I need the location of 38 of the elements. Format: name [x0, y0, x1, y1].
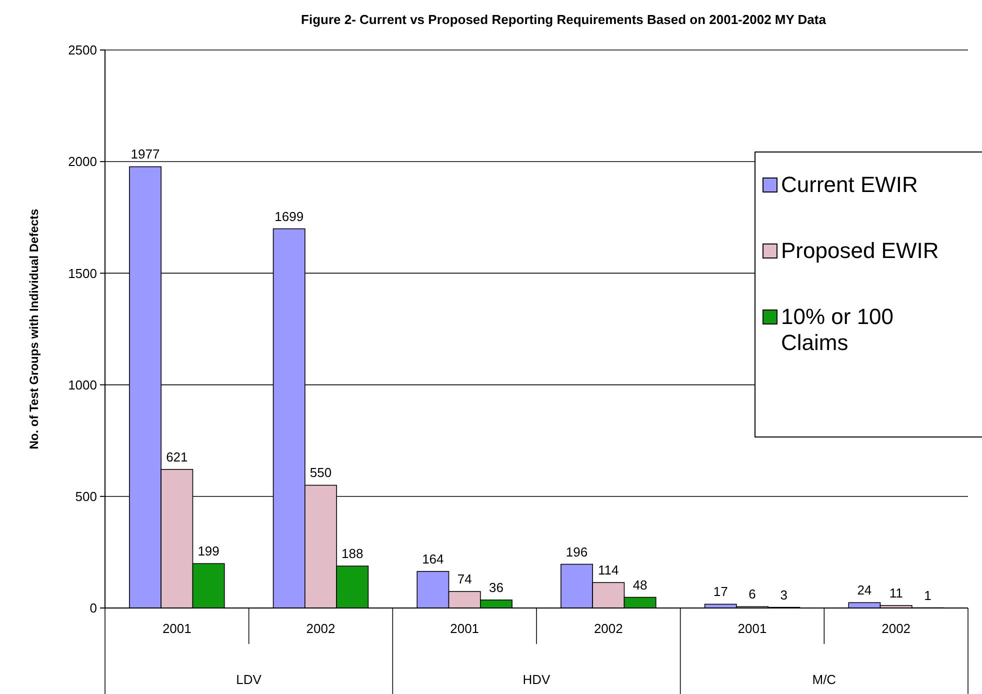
y-axis-title: No. of Test Groups with Individual Defects: [27, 208, 41, 450]
data-label: 24: [857, 582, 872, 598]
data-label: 17: [713, 584, 728, 600]
data-label: 114: [598, 562, 619, 578]
x-tick-label: 2001: [450, 621, 480, 636]
legend-label: Current EWIR: [781, 172, 918, 197]
legend-label: 10% or 100 Claims: [781, 304, 894, 355]
x-tick-label: 2001: [162, 621, 192, 636]
data-label: 36: [488, 580, 504, 595]
y-tick-label: 1000: [68, 377, 97, 392]
data-label: 74: [457, 571, 472, 586]
data-label: 621: [166, 449, 188, 464]
legend-label: Proposed EWIR: [781, 238, 939, 263]
data-label: 3: [780, 587, 788, 602]
y-tick-label: 2000: [68, 154, 97, 170]
data-label: 6: [748, 586, 756, 602]
x-tick-label: 2002: [882, 621, 911, 636]
text: LDV: [236, 672, 262, 687]
data-label: 1977: [130, 146, 160, 162]
data-label: 199: [198, 544, 220, 559]
text: M/C: [812, 672, 836, 687]
data-label: 48: [632, 577, 648, 592]
data-label: 11: [889, 586, 903, 601]
y-tick-label: 2500: [68, 42, 97, 58]
x-tick-label: 2002: [594, 621, 623, 636]
x-tick-label: 2002: [306, 621, 336, 636]
data-label: 1: [924, 588, 932, 603]
text: HDV: [522, 672, 551, 687]
data-label: 196: [566, 544, 588, 560]
data-label: 188: [342, 546, 364, 562]
y-tick-label: 500: [75, 488, 97, 504]
y-tick-label: 1500: [68, 266, 97, 281]
data-label: 1699: [274, 208, 304, 224]
data-label: 550: [310, 465, 332, 480]
y-tick-label: 0: [90, 600, 97, 616]
x-tick-label: 2001: [738, 621, 767, 636]
data-label: 164: [422, 551, 444, 566]
chart-title: Figure 2- Current vs Proposed Reporting Requirements Based on 2001-2002 MY Data: [301, 12, 827, 27]
